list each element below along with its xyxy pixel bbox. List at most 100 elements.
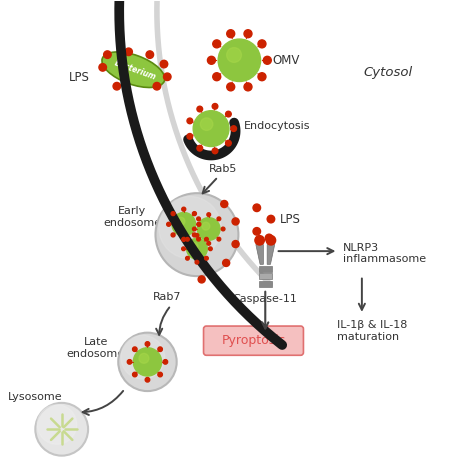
Circle shape: [208, 56, 215, 64]
Circle shape: [264, 56, 271, 64]
Circle shape: [104, 51, 111, 58]
Circle shape: [258, 73, 266, 81]
Polygon shape: [259, 266, 272, 272]
Circle shape: [163, 360, 168, 364]
Text: Late
endosome: Late endosome: [66, 337, 125, 358]
Circle shape: [187, 118, 192, 124]
Circle shape: [182, 207, 186, 211]
Circle shape: [253, 228, 261, 235]
Circle shape: [197, 218, 220, 240]
Circle shape: [182, 237, 186, 241]
Circle shape: [159, 197, 221, 259]
Circle shape: [255, 236, 264, 245]
Circle shape: [226, 140, 231, 146]
Circle shape: [155, 193, 238, 276]
Text: Lysosome: Lysosome: [8, 392, 63, 402]
FancyBboxPatch shape: [203, 326, 303, 356]
Circle shape: [223, 259, 230, 266]
Circle shape: [232, 240, 239, 247]
Circle shape: [231, 126, 237, 131]
Circle shape: [197, 217, 201, 221]
Circle shape: [153, 82, 161, 90]
Circle shape: [171, 211, 175, 216]
Circle shape: [244, 83, 252, 91]
Circle shape: [197, 146, 202, 151]
Circle shape: [187, 134, 192, 139]
Circle shape: [125, 48, 132, 55]
Circle shape: [197, 106, 202, 112]
Text: Caspase-11: Caspase-11: [233, 293, 298, 303]
Circle shape: [118, 333, 177, 391]
Circle shape: [197, 222, 201, 226]
Circle shape: [265, 234, 273, 242]
Circle shape: [133, 372, 137, 377]
Circle shape: [164, 73, 171, 81]
Circle shape: [160, 60, 168, 68]
Circle shape: [99, 64, 107, 71]
Circle shape: [193, 111, 229, 146]
Circle shape: [209, 247, 212, 251]
Circle shape: [202, 222, 210, 230]
Polygon shape: [259, 281, 272, 287]
Circle shape: [187, 238, 207, 259]
Circle shape: [195, 260, 199, 264]
Circle shape: [172, 212, 196, 236]
Text: OMV: OMV: [273, 54, 300, 67]
Circle shape: [192, 211, 196, 216]
Text: Cytosol: Cytosol: [363, 65, 412, 79]
Circle shape: [139, 354, 149, 363]
Text: Early
endosome: Early endosome: [103, 206, 162, 228]
Text: LPS: LPS: [280, 213, 301, 226]
Circle shape: [205, 256, 208, 260]
Circle shape: [192, 233, 196, 237]
Circle shape: [133, 348, 162, 376]
Circle shape: [227, 30, 235, 38]
Circle shape: [201, 118, 213, 130]
Circle shape: [226, 111, 231, 117]
Text: Bacterium: Bacterium: [113, 59, 158, 82]
Circle shape: [197, 237, 201, 241]
Circle shape: [213, 40, 221, 48]
Circle shape: [198, 276, 205, 283]
Circle shape: [192, 227, 196, 231]
Circle shape: [121, 335, 164, 379]
Circle shape: [146, 51, 154, 58]
Circle shape: [177, 217, 185, 226]
Circle shape: [253, 204, 261, 211]
Circle shape: [212, 148, 218, 154]
Circle shape: [133, 347, 137, 352]
Text: IL-1β & IL-18
maturation: IL-1β & IL-18 maturation: [337, 320, 407, 342]
Text: LPS: LPS: [69, 71, 90, 84]
Circle shape: [113, 82, 120, 90]
Circle shape: [186, 237, 189, 241]
Text: Endocytosis: Endocytosis: [244, 121, 310, 131]
Polygon shape: [259, 273, 272, 279]
Circle shape: [266, 236, 276, 245]
Circle shape: [232, 218, 239, 225]
Circle shape: [217, 237, 221, 241]
Circle shape: [128, 360, 132, 364]
Circle shape: [213, 73, 221, 81]
Circle shape: [186, 256, 189, 260]
Circle shape: [195, 234, 199, 237]
Circle shape: [267, 215, 275, 223]
Circle shape: [221, 201, 228, 208]
Circle shape: [227, 83, 235, 91]
Circle shape: [244, 30, 252, 38]
Text: Rab5: Rab5: [209, 164, 237, 173]
Circle shape: [217, 217, 221, 221]
Circle shape: [167, 222, 171, 226]
Circle shape: [205, 237, 208, 241]
Circle shape: [218, 39, 261, 82]
Text: Rab7: Rab7: [153, 292, 182, 302]
Circle shape: [207, 242, 210, 245]
Text: NLRP3
inflammasome: NLRP3 inflammasome: [343, 243, 426, 264]
Circle shape: [227, 47, 241, 63]
Circle shape: [36, 403, 88, 456]
Polygon shape: [256, 245, 264, 264]
Circle shape: [221, 227, 225, 231]
Circle shape: [207, 213, 210, 217]
Circle shape: [158, 347, 163, 352]
Circle shape: [182, 247, 185, 251]
Ellipse shape: [102, 52, 165, 88]
